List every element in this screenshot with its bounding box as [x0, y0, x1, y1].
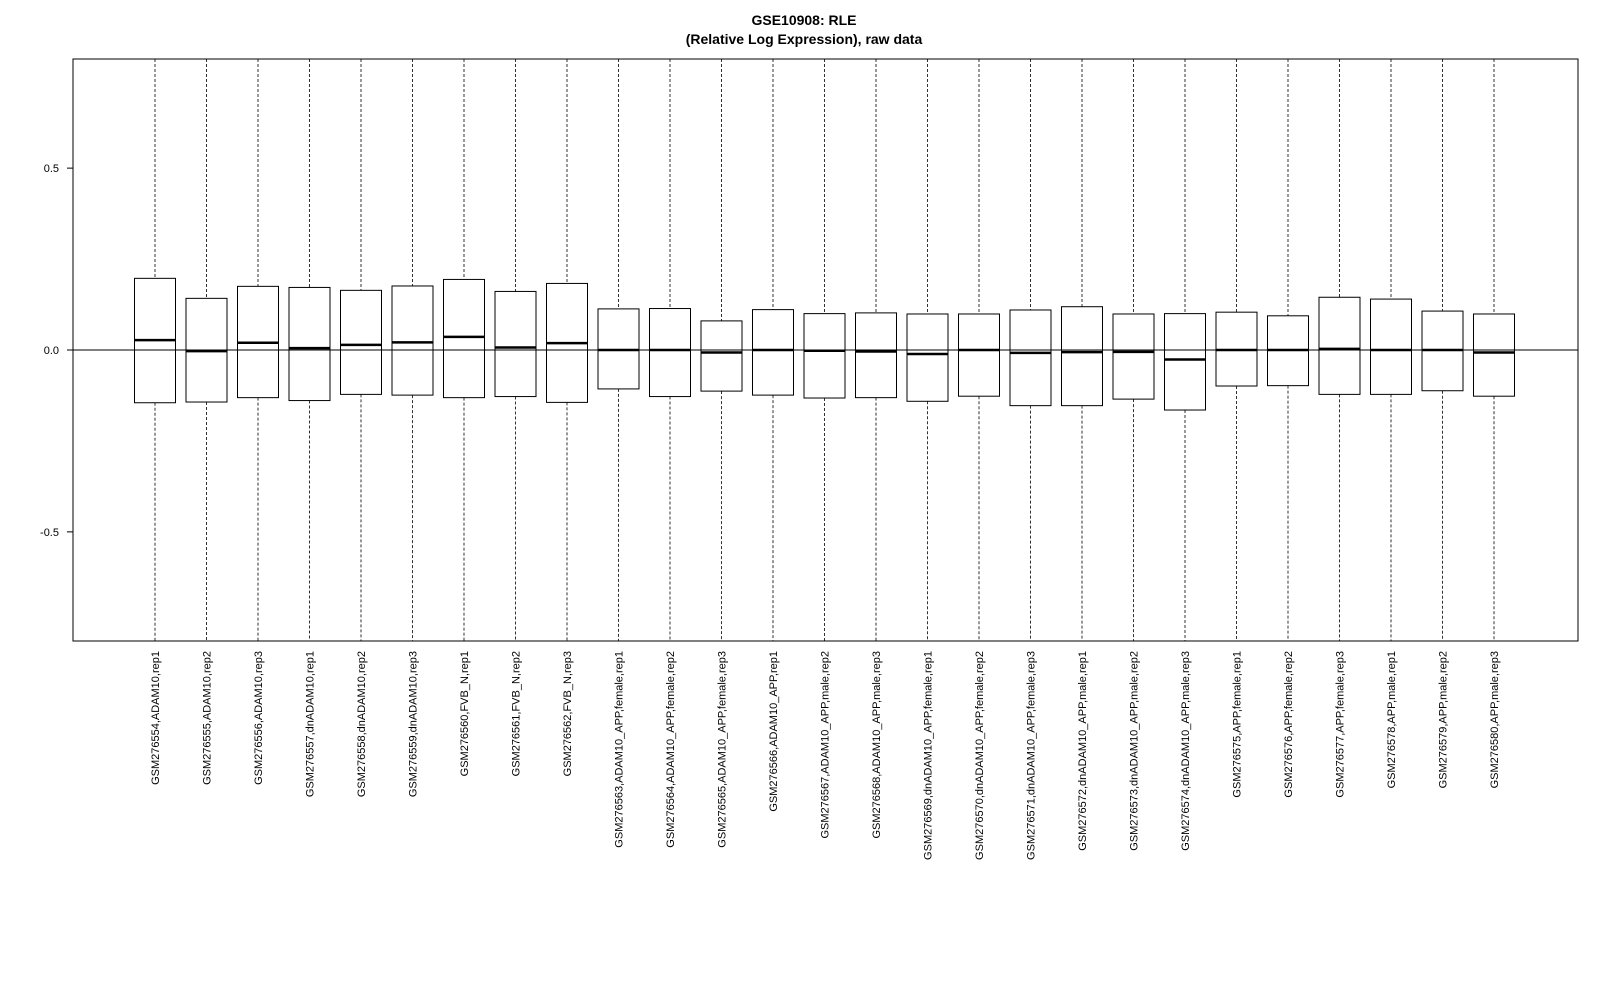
- y-tick-label: -0.5: [40, 527, 59, 539]
- box: [1370, 298, 1412, 395]
- chart-subtitle: (Relative Log Expression), raw data: [686, 31, 923, 47]
- category-label: GSM276559,dnADAM10,rep3: [408, 651, 420, 797]
- category-label: GSM276569,dnADAM10_APP,female,rep1: [923, 651, 935, 860]
- box: [288, 286, 331, 402]
- category-label: GSM276554,ADAM10,rep1: [150, 651, 162, 785]
- category-label: GSM276571,dnADAM10_APP,female,rep3: [1026, 651, 1038, 860]
- chart-title: GSE10908: RLE: [751, 12, 856, 28]
- box: [958, 313, 1000, 397]
- box: [803, 313, 846, 399]
- box: [906, 313, 949, 402]
- box: [855, 312, 897, 399]
- category-label: GSM276558,dnADAM10,rep2: [356, 651, 368, 797]
- category-label: GSM276580,APP,male,rep3: [1489, 651, 1501, 788]
- plot-area: -0.5 0.0 0.5 GSM276554,ADAM10,rep1 GSM276555…: [40, 58, 1579, 860]
- box: [1164, 313, 1206, 411]
- box: [649, 308, 691, 398]
- category-label: GSM276574,dnADAM10_APP,male,rep3: [1180, 651, 1192, 851]
- category-label: GSM276573,dnADAM10_APP,male,rep2: [1129, 651, 1141, 851]
- box: [1112, 313, 1155, 400]
- category-label: GSM276567,ADAM10_APP,male,rep2: [820, 651, 832, 839]
- category-label: GSM276579,APP,male,rep2: [1438, 651, 1450, 788]
- category-label: GSM276568,ADAM10_APP,male,rep3: [871, 651, 883, 839]
- y-tick-label: 0.5: [44, 163, 59, 175]
- category-label: GSM276555,ADAM10,rep2: [202, 651, 214, 785]
- box: [494, 290, 537, 398]
- box: [752, 309, 794, 396]
- category-label: GSM276578,APP,male,rep1: [1386, 651, 1398, 788]
- y-tick-label: 0.0: [44, 345, 59, 357]
- box: [391, 285, 434, 396]
- category-label: GSM276562,FVB_N,rep3: [562, 651, 574, 776]
- category-label: GSM276556,ADAM10,rep3: [253, 651, 265, 785]
- category-label: GSM276570,dnADAM10_APP,female,rep2: [974, 651, 986, 860]
- box: [1009, 309, 1052, 407]
- category-label: GSM276560,FVB_N,rep1: [459, 651, 471, 776]
- box: [1061, 306, 1103, 407]
- category-label: GSM276576,APP,female,rep2: [1283, 651, 1295, 798]
- category-label: GSM276566,ADAM10_APP,rep1: [768, 651, 780, 812]
- category-label: GSM276557,dnADAM10,rep1: [305, 651, 317, 797]
- category-label: GSM276561,FVB_N,rep2: [511, 651, 523, 776]
- category-label: GSM276572,dnADAM10_APP,male,rep1: [1077, 651, 1089, 851]
- box: [443, 278, 485, 399]
- box: [1318, 296, 1361, 395]
- category-label: GSM276565,ADAM10_APP,female,rep3: [717, 651, 729, 848]
- category-label: GSM276577,APP,female,rep3: [1335, 651, 1347, 798]
- category-label: GSM276563,ADAM10_APP,female,rep1: [614, 651, 626, 848]
- box: [340, 289, 382, 395]
- box: [700, 320, 743, 392]
- category-label: GSM276564,ADAM10_APP,female,rep2: [665, 651, 677, 848]
- category-label: GSM276575,APP,female,rep1: [1232, 651, 1244, 798]
- box: [1473, 313, 1515, 397]
